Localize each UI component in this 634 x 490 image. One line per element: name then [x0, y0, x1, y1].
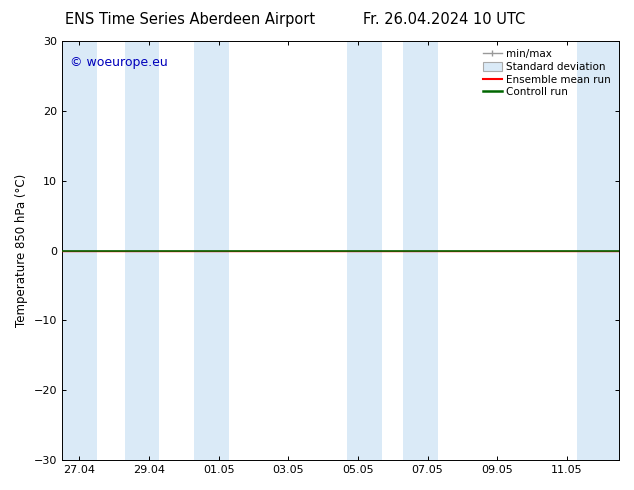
Text: © woeurope.eu: © woeurope.eu	[70, 56, 168, 69]
Legend: min/max, Standard deviation, Ensemble mean run, Controll run: min/max, Standard deviation, Ensemble me…	[480, 46, 614, 100]
Bar	[194, 41, 229, 460]
Bar	[403, 41, 438, 460]
Bar	[125, 41, 159, 460]
Bar	[347, 41, 382, 460]
Text: Fr. 26.04.2024 10 UTC: Fr. 26.04.2024 10 UTC	[363, 12, 525, 27]
Bar	[577, 41, 619, 460]
Bar	[62, 41, 97, 460]
Text: ENS Time Series Aberdeen Airport: ENS Time Series Aberdeen Airport	[65, 12, 315, 27]
Y-axis label: Temperature 850 hPa (°C): Temperature 850 hPa (°C)	[15, 174, 28, 327]
